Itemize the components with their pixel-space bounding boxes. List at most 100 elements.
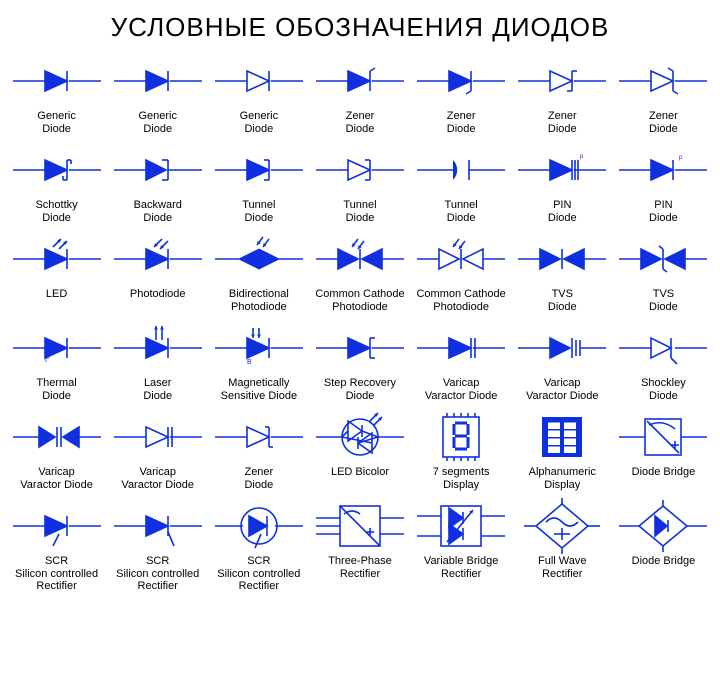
symbol-cell: Zener Diode bbox=[309, 53, 410, 136]
varicap4-symbol bbox=[110, 409, 206, 465]
diode_open-symbol bbox=[211, 53, 307, 109]
symbol-cell: Variable Bridge Rectifier bbox=[411, 498, 512, 593]
symbol-cell: Diode Bridge bbox=[613, 498, 714, 593]
symbol-cell: SCR Silicon controlled Rectifier bbox=[107, 498, 208, 593]
step-symbol bbox=[312, 320, 408, 376]
thermal-symbol: t° bbox=[9, 320, 105, 376]
symbol-cell: pPIN Diode bbox=[512, 142, 613, 225]
led_bicolor-symbol bbox=[312, 409, 408, 465]
symbol-cell: LED Bicolor bbox=[309, 409, 410, 492]
page-title: УСЛОВНЫЕ ОБОЗНАЧЕНИЯ ДИОДОВ bbox=[0, 12, 720, 43]
symbol-label: Full Wave Rectifier bbox=[538, 555, 587, 581]
symbol-cell: pPIN Diode bbox=[613, 142, 714, 225]
symbol-cell: Three-Phase Rectifier bbox=[309, 498, 410, 593]
alphadisp-symbol bbox=[514, 409, 610, 465]
symbol-cell: Zener Diode bbox=[208, 409, 309, 492]
symbol-label: Bidirectional Photodiode bbox=[229, 288, 289, 314]
symbol-label: Variable Bridge Rectifier bbox=[424, 555, 498, 581]
bi_photo-symbol bbox=[211, 231, 307, 287]
symbol-cell: Varicap Varactor Diode bbox=[6, 409, 107, 492]
cc_photo1-symbol bbox=[312, 231, 408, 287]
symbol-label: LED Bicolor bbox=[331, 466, 389, 492]
symbol-label: Tunnel Diode bbox=[242, 199, 275, 225]
zener3-symbol bbox=[514, 53, 610, 109]
symbol-label: Varicap Varactor Diode bbox=[20, 466, 93, 492]
tunnel-symbol bbox=[211, 142, 307, 198]
symbol-label: Tunnel Diode bbox=[343, 199, 376, 225]
symbol-cell: Generic Diode bbox=[6, 53, 107, 136]
symbol-cell: Backward Diode bbox=[107, 142, 208, 225]
symbol-cell: Zener Diode bbox=[512, 53, 613, 136]
symbol-cell: Common Cathode Photodiode bbox=[309, 231, 410, 314]
symbol-label: SCR Silicon controlled Rectifier bbox=[116, 555, 199, 593]
diode-symbol-chart: УСЛОВНЫЕ ОБОЗНАЧЕНИЯ ДИОДОВ Generic Diod… bbox=[0, 0, 720, 605]
threephase-symbol bbox=[312, 498, 408, 554]
symbol-label: Generic Diode bbox=[138, 110, 177, 136]
svg-text:t°: t° bbox=[45, 356, 50, 364]
symbol-label: Zener Diode bbox=[447, 110, 476, 136]
symbol-cell: Zener Diode bbox=[411, 53, 512, 136]
symbol-cell: Alphanumeric Display bbox=[512, 409, 613, 492]
symbol-label: Varicap Varactor Diode bbox=[121, 466, 194, 492]
symbol-cell: Bidirectional Photodiode bbox=[208, 231, 309, 314]
led-symbol bbox=[9, 231, 105, 287]
symbol-label: Zener Diode bbox=[346, 110, 375, 136]
symbol-label: Backward Diode bbox=[134, 199, 182, 225]
zener1-symbol bbox=[312, 53, 408, 109]
symbol-cell: Laser Diode bbox=[107, 320, 208, 403]
symbol-label: Common Cathode Photodiode bbox=[416, 288, 505, 314]
varicap1-symbol bbox=[413, 320, 509, 376]
symbol-label: Three-Phase Rectifier bbox=[328, 555, 392, 581]
varicap2-symbol bbox=[514, 320, 610, 376]
seg7-symbol bbox=[413, 409, 509, 465]
symbol-cell: Step Recovery Diode bbox=[309, 320, 410, 403]
symbol-label: Schottky Diode bbox=[35, 199, 77, 225]
diode_fill-symbol bbox=[110, 53, 206, 109]
symbol-cell: Common Cathode Photodiode bbox=[411, 231, 512, 314]
symbol-cell: Schottky Diode bbox=[6, 142, 107, 225]
zener4-symbol bbox=[615, 53, 711, 109]
symbol-label: Alphanumeric Display bbox=[529, 466, 596, 492]
symbol-cell: TVS Diode bbox=[512, 231, 613, 314]
scr1-symbol bbox=[9, 498, 105, 554]
symbol-cell: TVS Diode bbox=[613, 231, 714, 314]
schottky-symbol bbox=[9, 142, 105, 198]
symbol-cell: Tunnel Diode bbox=[208, 142, 309, 225]
symbol-cell: SCR Silicon controlled Rectifier bbox=[208, 498, 309, 593]
svg-text:B: B bbox=[247, 359, 252, 366]
symbol-cell: LED bbox=[6, 231, 107, 314]
symbol-label: Zener Diode bbox=[548, 110, 577, 136]
symbol-label: Varicap Varactor Diode bbox=[425, 377, 498, 403]
tunnel_arc-symbol bbox=[413, 142, 509, 198]
tunnel_open-symbol bbox=[312, 142, 408, 198]
symbol-label: SCR Silicon controlled Rectifier bbox=[217, 555, 300, 593]
cc_photo2-symbol bbox=[413, 231, 509, 287]
symbol-label: Diode Bridge bbox=[632, 466, 696, 492]
scr2-symbol bbox=[110, 498, 206, 554]
pin2-symbol: p bbox=[615, 142, 711, 198]
symbol-grid: Generic DiodeGeneric DiodeGeneric DiodeZ… bbox=[0, 53, 720, 593]
symbol-cell: BMagnetically Sensitive Diode bbox=[208, 320, 309, 403]
symbol-label: 7 segments Display bbox=[433, 466, 490, 492]
symbol-cell: Varicap Varactor Diode bbox=[107, 409, 208, 492]
symbol-label: Tunnel Diode bbox=[445, 199, 478, 225]
symbol-cell: t°Thermal Diode bbox=[6, 320, 107, 403]
symbol-label: Photodiode bbox=[130, 288, 186, 314]
scr3-symbol bbox=[211, 498, 307, 554]
symbol-cell: Tunnel Diode bbox=[309, 142, 410, 225]
bridge2-symbol bbox=[615, 498, 711, 554]
symbol-label: Shockley Diode bbox=[641, 377, 686, 403]
tvs1-symbol bbox=[514, 231, 610, 287]
symbol-cell: Photodiode bbox=[107, 231, 208, 314]
symbol-cell: Full Wave Rectifier bbox=[512, 498, 613, 593]
symbol-label: Varicap Varactor Diode bbox=[526, 377, 599, 403]
tvs2-symbol bbox=[615, 231, 711, 287]
symbol-label: SCR Silicon controlled Rectifier bbox=[15, 555, 98, 593]
varbridge-symbol bbox=[413, 498, 509, 554]
symbol-label: Step Recovery Diode bbox=[324, 377, 396, 403]
zener2-symbol bbox=[413, 53, 509, 109]
svg-text:p: p bbox=[679, 155, 683, 161]
symbol-label: Common Cathode Photodiode bbox=[315, 288, 404, 314]
symbol-cell: 7 segments Display bbox=[411, 409, 512, 492]
laser-symbol bbox=[110, 320, 206, 376]
